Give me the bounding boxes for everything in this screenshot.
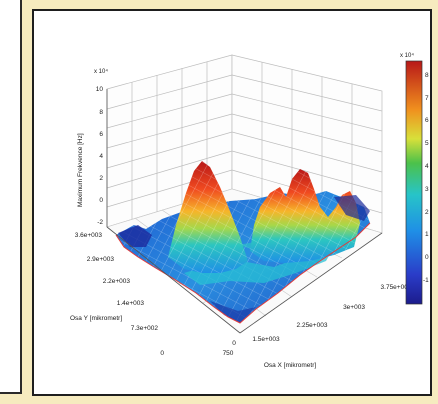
colorbar-tick: 7	[425, 95, 429, 102]
y-ticks: 3.6e+003 2.9e+003 2.2e+003 1.4e+003 7.3e…	[75, 232, 165, 357]
y-tick: 0	[160, 350, 164, 357]
surface-plot: x 10⁴ 10 8 6 4 2 0 -2 Maximum Frekvence …	[70, 52, 429, 369]
surface	[115, 161, 371, 324]
z-tick: 10	[96, 86, 104, 93]
y-axis-label: Osa Y [mikrometr]	[70, 315, 122, 322]
colorbar-tick: 6	[425, 117, 429, 124]
colorbar-tick: 3	[425, 186, 429, 193]
colorbar-tick: 5	[425, 140, 429, 147]
y-tick: 7.3e+002	[131, 325, 159, 332]
left-panel	[0, 0, 22, 394]
y-tick: 3.6e+003	[75, 232, 103, 239]
colorbar-tick: 2	[425, 209, 429, 216]
colorbar-ticks: 8 7 6 5 4 3 2 1 0 -1	[423, 72, 429, 284]
z-tick: 8	[99, 109, 103, 116]
y-tick: 2.9e+003	[87, 256, 115, 263]
colorbar-tick: 0	[425, 254, 429, 261]
x-ticks: 0 750 1.5e+003 2.25e+003 3e+003 3.75e+00…	[223, 284, 412, 357]
x-tick: 750	[223, 350, 234, 357]
z-tick: 2	[99, 175, 103, 182]
z-tick: -2	[97, 219, 103, 226]
colorbar-tick: 1	[425, 231, 429, 238]
colorbar-tick: 4	[425, 163, 429, 170]
y-tick: 2.2e+003	[103, 278, 131, 285]
z-tick: 6	[99, 131, 103, 138]
x-tick: 0	[232, 340, 236, 347]
x-tick: 1.5e+003	[252, 336, 280, 343]
x-axis-label: Osa X [mikrometr]	[264, 362, 317, 369]
axes-front-edges	[106, 89, 383, 334]
x-tick: 3e+003	[343, 304, 365, 311]
figure-panel: x 10⁴ 10 8 6 4 2 0 -2 Maximum Frekvence …	[32, 9, 432, 396]
z-exponent: x 10⁴	[94, 68, 108, 75]
z-tick: 4	[99, 153, 103, 160]
z-axis-label: Maximum Frekvence [Hz]	[77, 133, 84, 207]
colorbar	[405, 60, 423, 305]
axes-box	[106, 54, 383, 234]
x-tick: 2.25e+003	[297, 322, 328, 329]
y-tick: 1.4e+003	[117, 300, 145, 307]
z-tick: 0	[99, 197, 103, 204]
z-ticks: 10 8 6 4 2 0 -2	[96, 86, 104, 226]
colorbar-tick: 8	[425, 72, 429, 79]
colorbar-exponent: x 10⁴	[400, 52, 414, 59]
x-tick: 3.75e+003	[381, 284, 412, 291]
colorbar-tick: -1	[423, 277, 429, 284]
